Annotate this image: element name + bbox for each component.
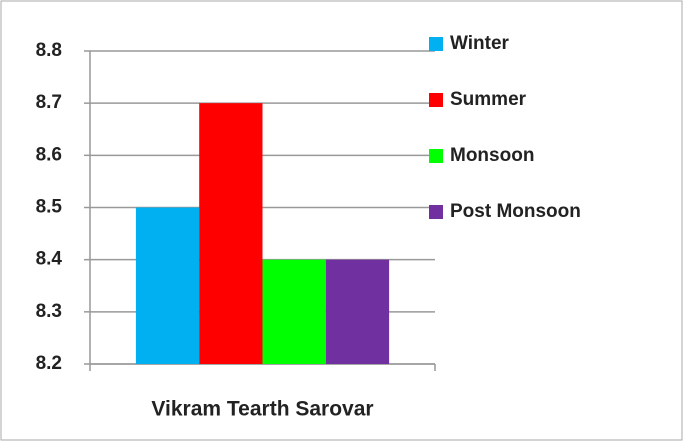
- legend-swatch: [429, 37, 443, 51]
- legend-swatch: [429, 93, 443, 107]
- y-tick-label: 8.8: [36, 40, 62, 61]
- bar: [325, 259, 390, 364]
- y-tick-label: 8.7: [36, 92, 62, 113]
- bar: [199, 103, 263, 365]
- legend-swatch: [429, 149, 443, 163]
- legend-swatch: [429, 205, 443, 219]
- legend-label: Post Monsoon: [450, 201, 581, 222]
- legend-label: Summer: [450, 89, 527, 110]
- y-tick-label: 8.6: [36, 144, 62, 165]
- y-tick-label: 8.3: [36, 301, 62, 322]
- x-tick-label: Vikram Tearth Sarovar: [151, 398, 373, 421]
- y-tick-label: 8.4: [36, 249, 63, 270]
- bar: [135, 207, 200, 364]
- bar: [262, 259, 326, 364]
- y-tick-label: 8.5: [36, 197, 63, 218]
- legend-label: Winter: [450, 33, 510, 54]
- legend-label: Monsoon: [450, 145, 534, 166]
- y-tick-label: 8.2: [36, 353, 62, 374]
